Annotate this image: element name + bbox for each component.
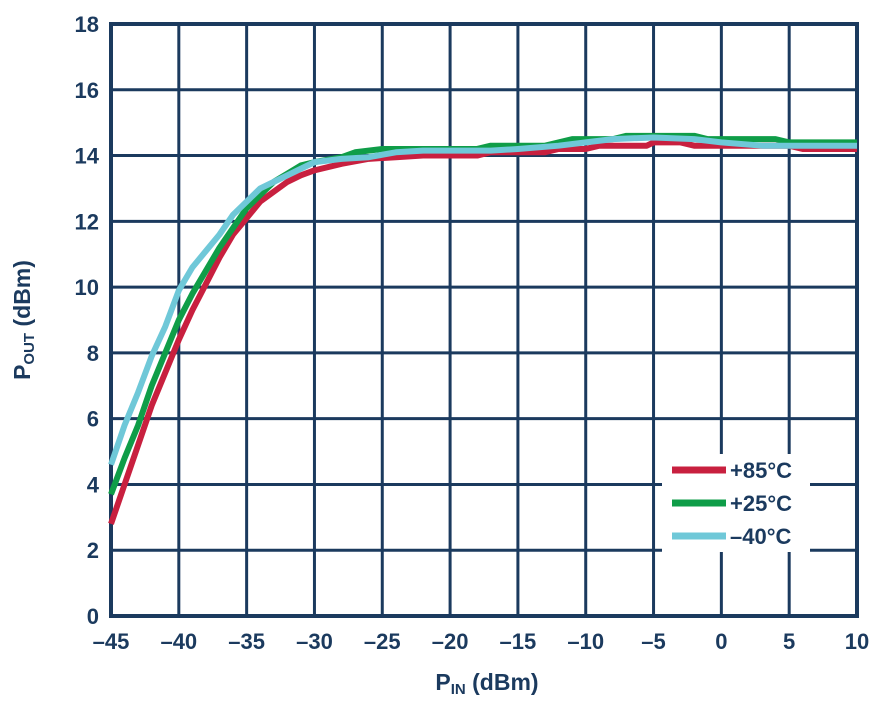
x-tick-label: 0 (715, 629, 727, 654)
y-axis-label: POUT (dBm) (9, 260, 38, 380)
legend-label: +25°C (730, 491, 792, 516)
x-tick-label: –30 (296, 629, 333, 654)
x-tick-label: 10 (845, 629, 869, 654)
x-tick-label: –10 (567, 629, 604, 654)
y-tick-label: 2 (87, 538, 99, 563)
series-lines (108, 132, 857, 525)
y-tick-label: 14 (75, 144, 100, 169)
series-line (108, 134, 857, 466)
x-tick-label: –15 (500, 629, 537, 654)
series-line (108, 139, 857, 525)
x-tick-label: –45 (93, 629, 130, 654)
x-tick-label: –25 (364, 629, 401, 654)
legend-label: –40°C (730, 524, 792, 549)
y-tick-label: 18 (75, 12, 99, 37)
x-tick-label: –20 (432, 629, 469, 654)
x-tick-label: –40 (160, 629, 197, 654)
y-tick-label: 16 (75, 78, 99, 103)
x-tick-label: 5 (783, 629, 795, 654)
tick-labels: –45 –40 –35 –30 –25 –20 –15 –10 –5 0 5 10 0 2 4 6 8 10 12 1… (75, 12, 870, 654)
x-tick-label: –35 (228, 629, 265, 654)
legend-label: +85°C (730, 458, 792, 483)
legend: +85°C +25°C –40°C (662, 454, 810, 552)
plot-border (109, 22, 859, 618)
y-tick-label: 6 (87, 407, 99, 432)
y-tick-label: 0 (87, 604, 99, 629)
y-tick-label: 10 (75, 275, 99, 300)
x-axis-label: PIN (dBm) (435, 669, 538, 698)
series-line (108, 132, 857, 496)
x-tick-label: –5 (641, 629, 665, 654)
y-tick-label: 8 (87, 341, 99, 366)
y-tick-label: 4 (87, 472, 100, 497)
y-tick-label: 12 (75, 209, 99, 234)
